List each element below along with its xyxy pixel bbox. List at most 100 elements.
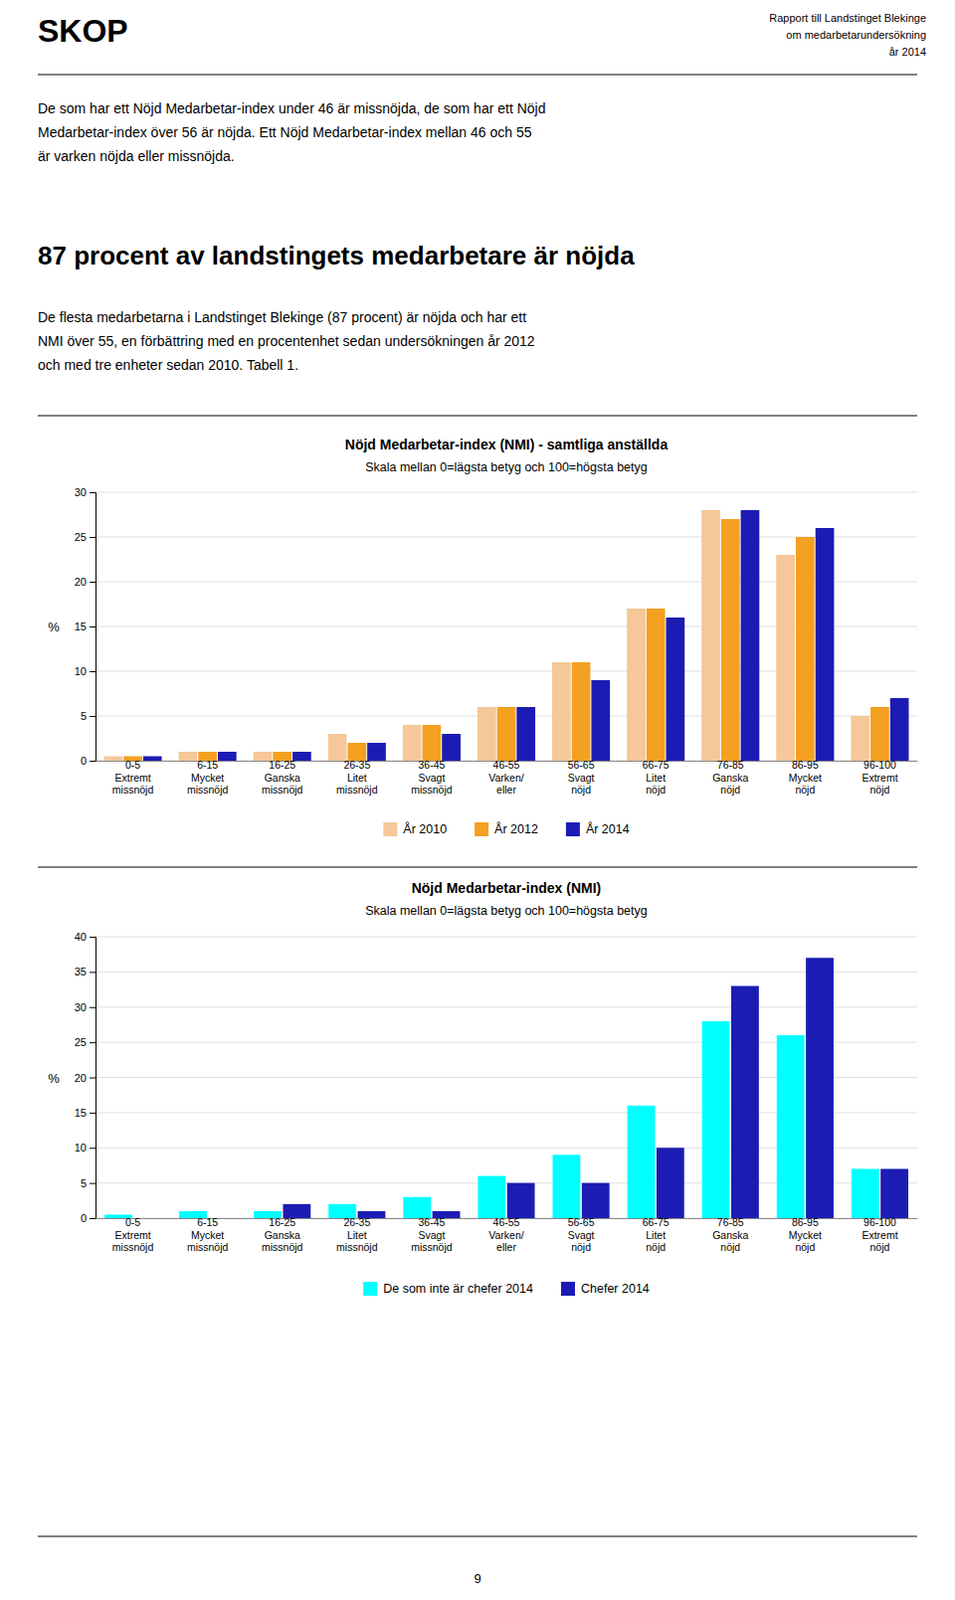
text-line: Ganska: [712, 1229, 749, 1242]
text-line: 96-100: [863, 759, 897, 771]
bars: [104, 957, 909, 1219]
heading: 87 procent av landstingets medarbetare ä…: [37, 240, 635, 271]
y-tick-label: 35: [74, 965, 87, 978]
y-axis-title: %: [47, 619, 60, 635]
x-tick: 6-15Mycketmissnöjd: [187, 759, 229, 796]
x-tick: 96-100Extremtnöjd: [861, 1216, 898, 1254]
bar: [890, 698, 910, 762]
text-line: missnöjd: [336, 1241, 379, 1254]
x-tick-label: 46-55Varken/eller: [488, 759, 524, 796]
text-line: Skala mellan 0=lägsta betyg och 100=högs…: [365, 460, 648, 475]
x-tick: 76-85Ganskanöjd: [712, 1216, 749, 1254]
text-line: 6-15: [196, 759, 218, 771]
text-line: missnöjd: [410, 783, 453, 796]
header-right-line: om medarbetarundersökning: [785, 28, 927, 41]
y-tick-label: 10: [74, 1142, 87, 1154]
legend-label: De som inte är chefer 2014: [382, 1282, 534, 1297]
text-line: Litet: [347, 1229, 368, 1242]
y-tick-mark: [89, 626, 96, 628]
bar: [805, 957, 834, 1219]
x-tick: 26-35Litetmissnöjd: [336, 1216, 379, 1254]
bar: [776, 1035, 805, 1219]
y-tick-label: 15: [74, 620, 87, 633]
y-tick-mark: [89, 671, 96, 673]
bar: [179, 752, 198, 762]
text-line: 26-35: [343, 759, 371, 771]
text-line: Litet: [347, 771, 368, 784]
x-tick-label: 0-5Extremtmissnöjd: [112, 1216, 155, 1254]
y-tick: 15: [74, 620, 96, 633]
text-line: 86-95: [791, 1216, 819, 1229]
text-line: Svagt: [568, 1229, 595, 1242]
y-tick-label: 25: [74, 1036, 87, 1049]
x-tick: 16-25Ganskamissnöjd: [261, 759, 304, 796]
header-right-line: år 2014: [889, 45, 927, 58]
y-tick-label: 30: [74, 486, 87, 499]
y-tick: 30: [74, 1001, 96, 1014]
y-tick: 15: [74, 1107, 96, 1120]
bar: [775, 555, 795, 762]
bar: [880, 1168, 909, 1219]
chart-title: Nöjd Medarbetar-index (NMI) - samtliga a…: [345, 436, 669, 453]
bar: [590, 680, 610, 762]
y-tick: 30: [74, 486, 96, 499]
grid-line: [95, 537, 918, 539]
y-tick-label: 20: [74, 1072, 87, 1085]
legend-label: Chefer 2014: [580, 1282, 650, 1297]
text-line: Skala mellan 0=lägsta betyg och 100=högs…: [365, 904, 648, 919]
text-line: 66-75: [642, 1216, 670, 1229]
legend-swatch: [363, 1282, 378, 1297]
x-tick-label: 46-55Varken/eller: [488, 1216, 524, 1254]
chart-subtitle: Skala mellan 0=lägsta betyg och 100=högs…: [365, 460, 648, 475]
text-line: missnöjd: [112, 783, 155, 796]
bar: [497, 707, 517, 762]
bar: [477, 707, 497, 762]
bar: [477, 1176, 506, 1219]
text-line: nöjd: [645, 1241, 666, 1254]
text-line: Nöjd Medarbetar-index (NMI): [411, 880, 602, 897]
text-line: eller: [496, 1241, 517, 1254]
y-tick: 35: [74, 965, 96, 978]
legend-item: År 2012: [474, 821, 539, 837]
text-line: De som har ett Nöjd Medarbetar-index und…: [37, 100, 546, 117]
bar: [516, 707, 536, 762]
text-line: Mycket: [788, 1229, 822, 1242]
text-line: %: [47, 1071, 60, 1087]
y-tick: 10: [74, 665, 96, 678]
x-tick: 46-55Varken/eller: [488, 759, 524, 796]
bar: [627, 1106, 656, 1219]
bar: [143, 757, 163, 763]
x-tick-label: 66-75Litetnöjd: [642, 1216, 670, 1254]
bar: [850, 716, 870, 762]
y-tick-mark: [89, 1078, 96, 1080]
text-line: 36-45: [417, 1216, 445, 1229]
x-tick-label: 56-65Svagtnöjd: [568, 759, 595, 796]
text-line: Litet: [645, 771, 666, 784]
x-tick-label: 36-45Svagtmissnöjd: [410, 1216, 453, 1254]
text-line: 76-85: [717, 759, 745, 771]
y-tick-label: 25: [74, 531, 87, 544]
x-tick: 16-25Ganskamissnöjd: [261, 1216, 304, 1254]
y-tick-mark: [89, 1183, 96, 1185]
bar: [441, 734, 461, 762]
bar: [741, 510, 761, 762]
x-tick-label: 76-85Ganskanöjd: [712, 759, 749, 796]
text-line: Extremt: [861, 771, 898, 784]
x-tick: 36-45Svagtmissnöjd: [410, 759, 453, 796]
chart: Nöjd Medarbetar-index (NMI) Skala mellan …: [47, 880, 918, 1297]
y-axis: 051015202530: [74, 486, 97, 767]
y-tick-label: 5: [80, 710, 87, 723]
text-line: nöjd: [794, 783, 815, 796]
bar: [656, 1147, 685, 1219]
x-tick-label: 56-65Svagtnöjd: [568, 1216, 595, 1254]
legend-item: De som inte är chefer 2014: [363, 1282, 534, 1297]
bar: [626, 608, 646, 762]
page: SKOPRapport till Landstinget Blekingeom …: [0, 0, 955, 1600]
text-line: 66-75: [642, 759, 670, 771]
x-tick-label: 86-95Mycketnöjd: [788, 1216, 822, 1254]
y-tick: 20: [74, 1072, 96, 1085]
x-tick: 86-95Mycketnöjd: [788, 759, 822, 796]
text-line: Mycket: [788, 771, 822, 784]
bar: [795, 537, 815, 762]
bar: [851, 1168, 880, 1219]
